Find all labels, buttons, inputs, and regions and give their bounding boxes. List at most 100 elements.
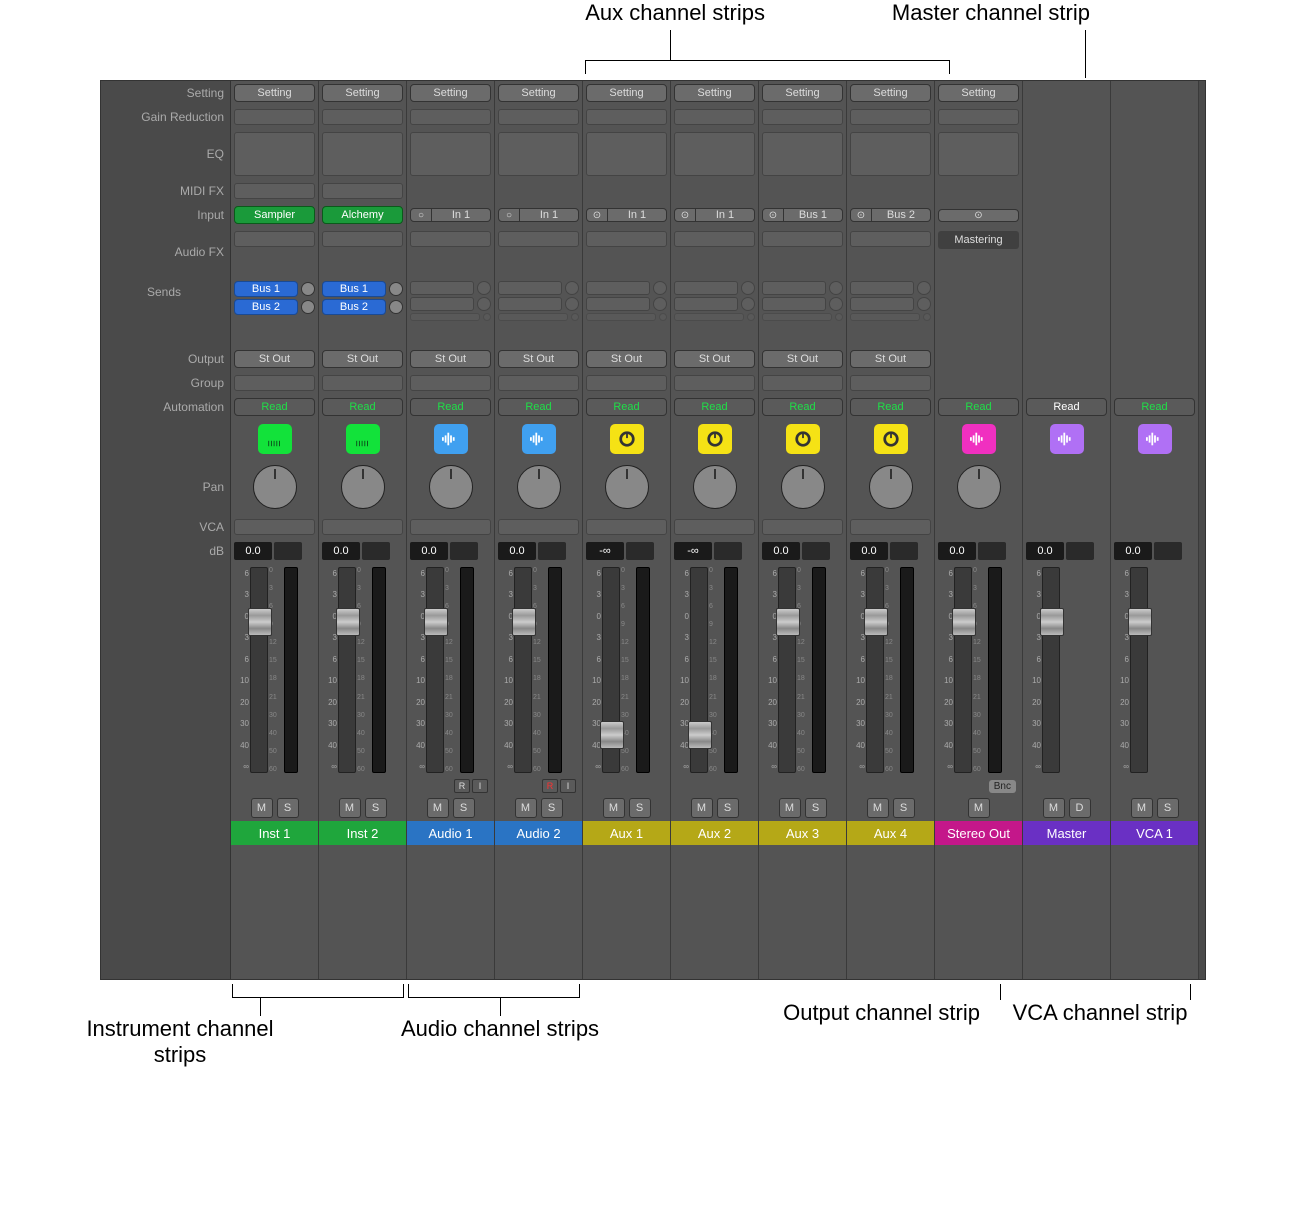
- output-selector[interactable]: St Out: [410, 350, 491, 368]
- fader[interactable]: [866, 567, 884, 773]
- eq-slot[interactable]: [674, 132, 755, 176]
- setting-button[interactable]: Setting: [850, 84, 931, 102]
- group-slot[interactable]: [850, 375, 931, 391]
- vca-slot[interactable]: [498, 519, 579, 535]
- input-selector[interactable]: ⊙Bus 1: [762, 208, 843, 222]
- pan-knob[interactable]: [693, 465, 737, 509]
- fader-cap[interactable]: [512, 608, 536, 636]
- solo-button[interactable]: S: [893, 798, 915, 818]
- solo-button[interactable]: S: [453, 798, 475, 818]
- eq-slot[interactable]: [762, 132, 843, 176]
- fader[interactable]: [338, 567, 356, 773]
- fader[interactable]: [778, 567, 796, 773]
- send-knob[interactable]: [301, 300, 315, 314]
- automation-mode[interactable]: Read: [674, 398, 755, 416]
- automation-mode[interactable]: Read: [586, 398, 667, 416]
- input-monitor-button[interactable]: I: [472, 779, 488, 793]
- fader[interactable]: [1042, 567, 1060, 773]
- channel-name[interactable]: VCA 1: [1111, 821, 1198, 845]
- fader[interactable]: [426, 567, 444, 773]
- setting-button[interactable]: Setting: [322, 84, 403, 102]
- fader[interactable]: [690, 567, 708, 773]
- record-enable-button[interactable]: R: [454, 779, 470, 793]
- setting-button[interactable]: Setting: [234, 84, 315, 102]
- solo-button[interactable]: S: [629, 798, 651, 818]
- audiofx-slot[interactable]: [234, 231, 315, 247]
- send-slot[interactable]: Bus 1: [234, 281, 315, 297]
- pan-knob[interactable]: [253, 465, 297, 509]
- send-slot[interactable]: Bus 1: [322, 281, 403, 297]
- send-knob[interactable]: [389, 282, 403, 296]
- channel-name[interactable]: Inst 1: [231, 821, 318, 845]
- send-slot-empty[interactable]: [674, 297, 755, 311]
- mute-button[interactable]: M: [867, 798, 889, 818]
- solo-button[interactable]: S: [365, 798, 387, 818]
- send-slot-empty[interactable]: [762, 297, 843, 311]
- channel-name[interactable]: Stereo Out: [935, 821, 1022, 845]
- pan-knob[interactable]: [429, 465, 473, 509]
- audiofx-slot[interactable]: [586, 231, 667, 247]
- input-selector[interactable]: ⊙In 1: [674, 208, 755, 222]
- group-slot[interactable]: [498, 375, 579, 391]
- send-slot[interactable]: Bus 2: [322, 299, 403, 315]
- input-monitor-button[interactable]: I: [560, 779, 576, 793]
- audiofx-insert[interactable]: Mastering: [938, 231, 1019, 249]
- pan-knob[interactable]: [517, 465, 561, 509]
- output-selector[interactable]: St Out: [762, 350, 843, 368]
- input-selector[interactable]: ⊙In 1: [586, 208, 667, 222]
- channel-name[interactable]: Audio 2: [495, 821, 582, 845]
- group-slot[interactable]: [762, 375, 843, 391]
- vca-slot[interactable]: [234, 519, 315, 535]
- channel-name[interactable]: Aux 1: [583, 821, 670, 845]
- automation-mode[interactable]: Read: [498, 398, 579, 416]
- instrument-input[interactable]: Alchemy: [322, 206, 403, 224]
- output-selector[interactable]: St Out: [850, 350, 931, 368]
- output-selector[interactable]: St Out: [498, 350, 579, 368]
- eq-slot[interactable]: [410, 132, 491, 176]
- pan-knob[interactable]: [341, 465, 385, 509]
- send-knob[interactable]: [301, 282, 315, 296]
- group-slot[interactable]: [586, 375, 667, 391]
- automation-mode[interactable]: Read: [410, 398, 491, 416]
- send-slot-empty[interactable]: [410, 281, 491, 295]
- output-selector[interactable]: St Out: [322, 350, 403, 368]
- eq-slot[interactable]: [850, 132, 931, 176]
- vca-slot[interactable]: [674, 519, 755, 535]
- setting-button[interactable]: Setting: [674, 84, 755, 102]
- audiofx-slot[interactable]: [322, 231, 403, 247]
- midifx-slot[interactable]: [234, 183, 315, 199]
- send-slot-empty[interactable]: [674, 281, 755, 295]
- fader-cap[interactable]: [864, 608, 888, 636]
- pan-knob[interactable]: [781, 465, 825, 509]
- mute-button[interactable]: M: [779, 798, 801, 818]
- fader-cap[interactable]: [776, 608, 800, 636]
- automation-mode[interactable]: Read: [762, 398, 843, 416]
- fader-cap[interactable]: [688, 721, 712, 749]
- mute-button[interactable]: M: [968, 798, 990, 818]
- automation-mode[interactable]: Read: [322, 398, 403, 416]
- audiofx-slot[interactable]: [850, 231, 931, 247]
- fader-cap[interactable]: [424, 608, 448, 636]
- pan-knob[interactable]: [869, 465, 913, 509]
- mute-button[interactable]: M: [427, 798, 449, 818]
- group-slot[interactable]: [410, 375, 491, 391]
- send-knob[interactable]: [389, 300, 403, 314]
- fader-cap[interactable]: [600, 721, 624, 749]
- solo-button[interactable]: S: [541, 798, 563, 818]
- send-slot-empty[interactable]: [850, 281, 931, 295]
- fader-cap[interactable]: [248, 608, 272, 636]
- fader[interactable]: [250, 567, 268, 773]
- vca-slot[interactable]: [762, 519, 843, 535]
- mute-button[interactable]: M: [1131, 798, 1153, 818]
- midifx-slot[interactable]: [322, 183, 403, 199]
- channel-name[interactable]: Master: [1023, 821, 1110, 845]
- mute-button[interactable]: M: [251, 798, 273, 818]
- fader[interactable]: [602, 567, 620, 773]
- dim-button[interactable]: D: [1069, 798, 1091, 818]
- send-slot-empty[interactable]: [498, 281, 579, 295]
- vca-slot[interactable]: [586, 519, 667, 535]
- input-selector[interactable]: ⊙Bus 2: [850, 208, 931, 222]
- mute-button[interactable]: M: [515, 798, 537, 818]
- audiofx-slot[interactable]: [674, 231, 755, 247]
- solo-button[interactable]: S: [277, 798, 299, 818]
